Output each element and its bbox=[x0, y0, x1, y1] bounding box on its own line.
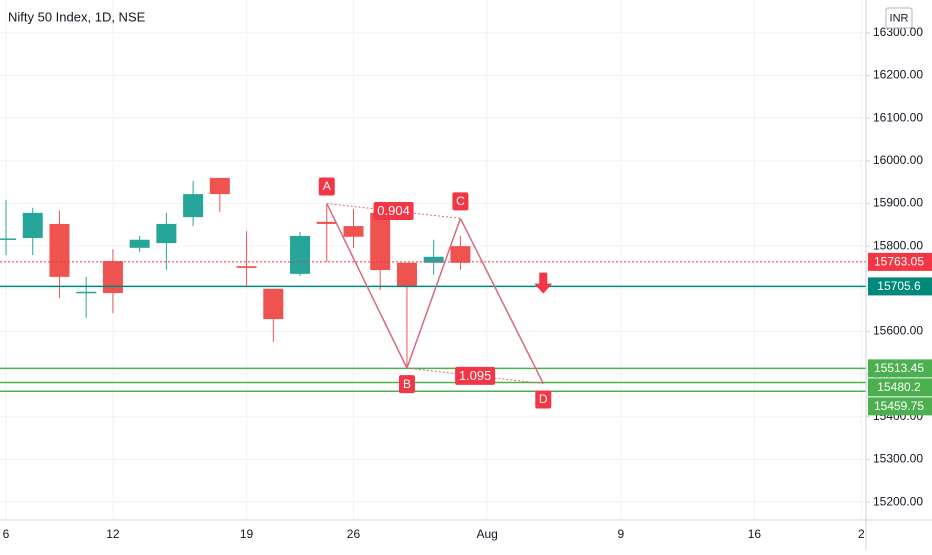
x-tick-label: 12 bbox=[106, 527, 120, 541]
y-tick-label: 15800.00 bbox=[873, 238, 923, 252]
pattern-leg bbox=[326, 203, 408, 369]
price-label: 15705.6 bbox=[877, 279, 921, 293]
candle-body bbox=[129, 239, 150, 248]
candle-body bbox=[209, 177, 230, 195]
candle-body bbox=[290, 235, 311, 274]
price-label-box bbox=[868, 252, 932, 271]
candle-body bbox=[156, 223, 177, 244]
candle-body bbox=[343, 226, 364, 237]
x-tick-label: 19 bbox=[240, 527, 254, 541]
x-tick-label: 26 bbox=[347, 527, 361, 541]
chart-title: Nifty 50 Index, 1D, NSE bbox=[8, 9, 146, 24]
x-tick-label: Aug bbox=[476, 527, 497, 541]
candle-body bbox=[76, 291, 97, 294]
candle-body bbox=[22, 212, 43, 239]
candle-body bbox=[450, 246, 471, 263]
price-label-box bbox=[868, 397, 932, 416]
point-box bbox=[318, 177, 335, 196]
pattern-ratio-line bbox=[326, 202, 461, 219]
price-label-box bbox=[868, 359, 932, 378]
point-label: D bbox=[539, 392, 548, 406]
price-label: 15480.2 bbox=[877, 380, 921, 394]
point-box bbox=[535, 390, 552, 409]
x-tick-label: 16 bbox=[748, 527, 762, 541]
price-label: 15459.75 bbox=[874, 399, 924, 413]
pattern-leg bbox=[406, 218, 462, 369]
axes: 15200.0015300.0015400.0015500.0015600.00… bbox=[3, 25, 932, 541]
y-tick-label: 16000.00 bbox=[873, 153, 923, 167]
ratio-box bbox=[455, 366, 496, 385]
candle-body bbox=[263, 288, 284, 320]
y-tick-label: 16200.00 bbox=[873, 68, 923, 82]
point-label: B bbox=[403, 377, 411, 391]
price-label-box bbox=[868, 277, 932, 296]
point-label: C bbox=[456, 194, 465, 208]
candle-body bbox=[236, 266, 257, 268]
x-tick-label: 9 bbox=[617, 527, 624, 541]
ratio-label: 0.904 bbox=[377, 203, 410, 218]
candle-body bbox=[316, 221, 337, 224]
candle-body bbox=[396, 262, 417, 288]
candle-body bbox=[423, 256, 444, 263]
point-box bbox=[398, 375, 415, 394]
pattern-leg bbox=[459, 218, 544, 384]
price-label: 15513.45 bbox=[874, 361, 924, 375]
candle-body bbox=[49, 223, 70, 277]
y-tick-label: 15200.00 bbox=[873, 494, 923, 508]
y-tick-label: 16300.00 bbox=[873, 25, 923, 39]
candle-body bbox=[183, 194, 204, 218]
plot: 0.904 1.095 A B C D bbox=[0, 177, 866, 409]
x-tick-label: 6 bbox=[3, 527, 10, 541]
price-label-box bbox=[868, 378, 932, 397]
y-tick-label: 15600.00 bbox=[873, 324, 923, 338]
candle-body bbox=[102, 261, 123, 294]
ratio-label: 1.095 bbox=[459, 368, 492, 383]
ratio-box bbox=[373, 201, 414, 220]
signal-arrow bbox=[534, 272, 553, 294]
currency-box[interactable] bbox=[885, 7, 913, 29]
y-tick-label: 16100.00 bbox=[873, 110, 923, 124]
candle-body bbox=[0, 238, 16, 240]
price-label: 15763.05 bbox=[874, 255, 924, 269]
candle-body bbox=[370, 212, 391, 271]
point-box bbox=[452, 192, 469, 211]
point-label: A bbox=[323, 179, 331, 193]
currency[interactable]: INR bbox=[890, 12, 909, 24]
x-tick-label: 2 bbox=[858, 527, 865, 541]
y-tick-label: 15300.00 bbox=[873, 452, 923, 466]
y-tick-label: 15900.00 bbox=[873, 196, 923, 210]
